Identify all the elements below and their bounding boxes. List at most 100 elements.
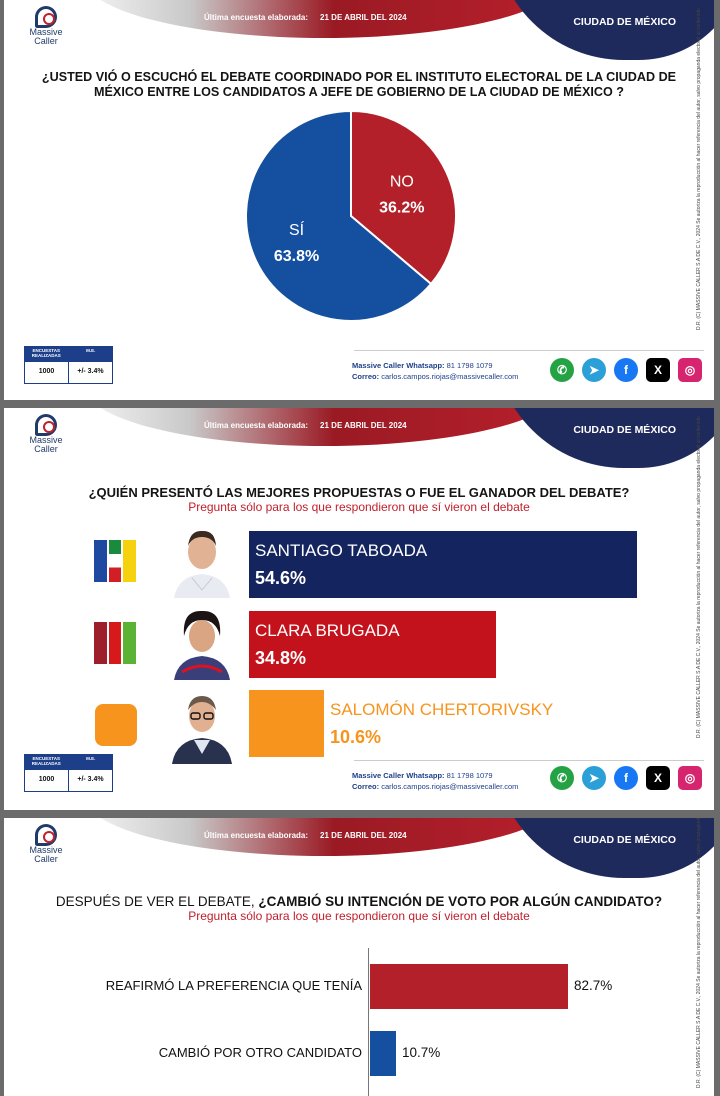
question-title: DESPUÉS DE VER EL DEBATE, ¿CAMBIÓ SU INT… bbox=[24, 894, 694, 909]
avatar-chertorivsky bbox=[170, 684, 234, 764]
bar-value: 82.7% bbox=[574, 977, 613, 993]
pie-slice-no bbox=[350, 109, 457, 286]
stats-head-me: M.E. bbox=[86, 756, 96, 761]
city-label: CIUDAD DE MÉXICO bbox=[573, 834, 676, 846]
social-links: ✆ ➤ f X ◎ bbox=[550, 766, 702, 790]
facebook-icon[interactable]: f bbox=[614, 358, 638, 382]
city-label: CIUDAD DE MÉXICO bbox=[573, 424, 676, 436]
coalition-morena-pt-pvem-logo bbox=[94, 622, 137, 664]
survey-date: 21 DE ABRIL DEL 2024 bbox=[320, 421, 407, 430]
social-links: ✆ ➤ f X ◎ bbox=[550, 358, 702, 382]
survey-label: Última encuesta elaborada: bbox=[204, 831, 309, 840]
pie-chart-panel: Última encuesta elaborada: 21 DE ABRIL DE… bbox=[4, 0, 714, 400]
brand-logo: Massive Caller bbox=[24, 414, 68, 454]
brand-name-1: Massive bbox=[29, 435, 63, 445]
bar-value: 10.7% bbox=[402, 1044, 441, 1060]
whatsapp-number: 81 1798 1079 bbox=[446, 771, 493, 780]
header-blue-band bbox=[494, 408, 714, 468]
telegram-icon[interactable]: ➤ bbox=[582, 358, 606, 382]
stats-head-surveys: ENCUESTAS REALIZADAS bbox=[31, 756, 61, 766]
bar-1 bbox=[249, 531, 637, 598]
email-address: carlos.campos.riojas@massivecaller.com bbox=[381, 782, 519, 791]
bar-axis bbox=[368, 948, 369, 1096]
stats-margin: +/- 3.4% bbox=[77, 776, 104, 783]
pie-label: SÍ bbox=[289, 220, 305, 239]
pie-label: NO bbox=[390, 173, 414, 190]
sample-stats: ENCUESTAS REALIZADAS M.E. 1000 +/- 3.4% bbox=[24, 754, 113, 792]
email-address: carlos.campos.riojas@massivecaller.com bbox=[381, 372, 519, 381]
pie-value: 63.8% bbox=[274, 248, 319, 265]
bar-2 bbox=[370, 1031, 396, 1076]
question-subtitle: Pregunta sólo para los que respondieron … bbox=[188, 500, 530, 514]
bar-1 bbox=[370, 964, 568, 1009]
candidate-photo-brugada bbox=[170, 600, 234, 680]
logo-icon bbox=[35, 824, 57, 846]
logo-icon bbox=[35, 6, 57, 28]
header-blue-band bbox=[494, 818, 714, 878]
bar-label: CLARA BRUGADA bbox=[255, 621, 400, 640]
pie-chart: NO 36.2% SÍ 63.8% bbox=[245, 109, 457, 322]
city-label: CIUDAD DE MÉXICO bbox=[573, 16, 676, 28]
logo-icon bbox=[35, 414, 57, 436]
survey-date: 21 DE ABRIL DEL 2024 bbox=[320, 831, 407, 840]
candidate-photo-chertorivsky bbox=[170, 684, 234, 764]
bar-value: 34.8% bbox=[255, 648, 307, 668]
avatar-brugada bbox=[170, 600, 234, 680]
question-title-bold: ¿CAMBIÓ SU INTENCIÓN DE VOTO POR ALGÚN C… bbox=[258, 894, 663, 909]
bar-3 bbox=[249, 690, 324, 757]
pie-slice-si bbox=[245, 109, 433, 322]
bar-category-label: CAMBIÓ POR OTRO CANDIDATO bbox=[158, 1044, 362, 1060]
movimiento-ciudadano-logo bbox=[95, 704, 137, 746]
stats-head-surveys: ENCUESTAS REALIZADAS bbox=[31, 348, 61, 358]
question-title: ¿QUIÉN PRESENTÓ LAS MEJORES PROPUESTAS O… bbox=[88, 485, 630, 500]
brand-name-2: Caller bbox=[34, 854, 58, 864]
question-title-plain: DESPUÉS DE VER EL DEBATE, bbox=[55, 894, 259, 909]
contact-divider bbox=[354, 760, 704, 761]
winner-chart-panel: Última encuesta elaborada: 21 DE ABRIL DE… bbox=[4, 408, 714, 810]
stats-surveys: 1000 bbox=[25, 362, 69, 383]
copyright-note: D.R. (C) MASSIVE CALLER S.A DE C.V., 202… bbox=[696, 818, 702, 1088]
avatar-taboada bbox=[170, 518, 234, 598]
stats-surveys: 1000 bbox=[25, 770, 69, 791]
bar-category-label: REAFIRMÓ LA PREFERENCIA QUE TENÍA bbox=[105, 977, 362, 993]
candidate-photo-taboada bbox=[170, 518, 234, 598]
email-label: Correo: bbox=[352, 782, 380, 791]
bar-label: SALOMÓN CHERTORIVSKY bbox=[330, 700, 554, 719]
instagram-icon[interactable]: ◎ bbox=[678, 766, 702, 790]
header-blue-band bbox=[494, 0, 714, 60]
whatsapp-icon[interactable]: ✆ bbox=[550, 766, 574, 790]
x-icon[interactable]: X bbox=[646, 358, 670, 382]
brand-name-1: Massive bbox=[29, 845, 63, 855]
copyright-note: D.R. (C) MASSIVE CALLER S.A DE C.V., 202… bbox=[696, 414, 702, 738]
stats-margin: +/- 3.4% bbox=[77, 368, 104, 375]
bar-2 bbox=[249, 611, 496, 678]
brand-name-2: Caller bbox=[34, 36, 58, 46]
coalition-pan-pri-prd-logo bbox=[94, 540, 137, 582]
brand-logo: Massive Caller bbox=[24, 6, 68, 46]
whatsapp-icon[interactable]: ✆ bbox=[550, 358, 574, 382]
instagram-icon[interactable]: ◎ bbox=[678, 358, 702, 382]
question-subtitle: Pregunta sólo para los que respondieron … bbox=[188, 909, 530, 923]
whatsapp-label: Massive Caller Whatsapp: bbox=[352, 771, 445, 780]
survey-date: 21 DE ABRIL DEL 2024 bbox=[320, 13, 407, 22]
question-title: ¿USTED VIÓ O ESCUCHÓ EL DEBATE COORDINAD… bbox=[41, 70, 677, 99]
x-icon[interactable]: X bbox=[646, 766, 670, 790]
telegram-icon[interactable]: ➤ bbox=[582, 766, 606, 790]
sample-stats: ENCUESTAS REALIZADAS M.E. 1000 +/- 3.4% bbox=[24, 346, 113, 384]
survey-date-line: Última encuesta elaborada: 21 DE ABRIL DE… bbox=[204, 831, 407, 840]
survey-label: Última encuesta elaborada: bbox=[204, 421, 309, 430]
stats-head-me: M.E. bbox=[86, 348, 96, 353]
vote-change-panel: Última encuesta elaborada: 21 DE ABRIL DE… bbox=[4, 818, 714, 1096]
whatsapp-label: Massive Caller Whatsapp: bbox=[352, 361, 445, 370]
whatsapp-number: 81 1798 1079 bbox=[446, 361, 493, 370]
survey-date-line: Última encuesta elaborada: 21 DE ABRIL DE… bbox=[204, 421, 407, 430]
bar-value: 10.6% bbox=[330, 727, 382, 747]
bar-label: SANTIAGO TABOADA bbox=[255, 541, 428, 560]
facebook-icon[interactable]: f bbox=[614, 766, 638, 790]
brand-name-2: Caller bbox=[34, 444, 58, 454]
survey-label: Última encuesta elaborada: bbox=[204, 13, 309, 22]
email-label: Correo: bbox=[352, 372, 380, 381]
brand-logo: Massive Caller bbox=[24, 824, 68, 864]
bar-value: 54.6% bbox=[255, 568, 307, 588]
contact-info: Massive Caller Whatsapp: 81 1798 1079 Co… bbox=[352, 360, 518, 382]
